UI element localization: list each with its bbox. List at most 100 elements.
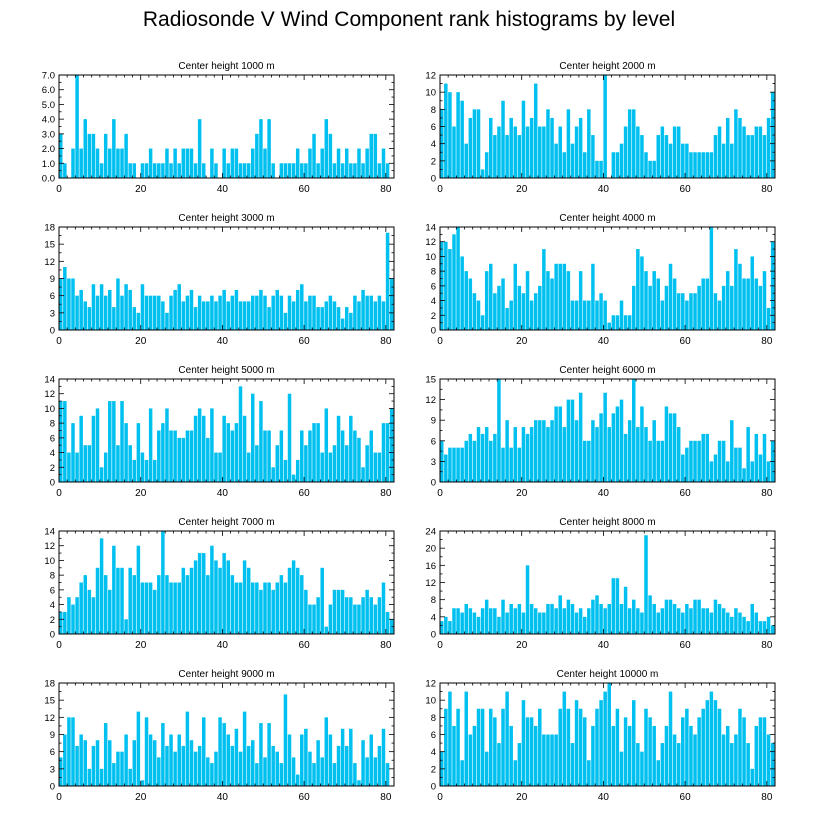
histogram-bar xyxy=(271,745,275,786)
histogram-bar xyxy=(660,440,665,482)
histogram-bar xyxy=(542,612,546,634)
histogram-bar xyxy=(689,608,693,634)
histogram-bar xyxy=(242,711,247,786)
histogram-bar xyxy=(365,295,369,330)
histogram-bar xyxy=(517,285,522,330)
y-tick-label: 2 xyxy=(431,311,436,322)
histogram-bar xyxy=(713,454,718,482)
histogram-bar xyxy=(157,575,161,634)
y-tick-label: 12 xyxy=(425,679,436,690)
histogram-bar xyxy=(210,763,214,786)
histogram-bar xyxy=(214,301,218,330)
histogram-bar xyxy=(124,423,128,482)
histogram-bar xyxy=(255,295,259,330)
histogram-bar xyxy=(554,263,558,330)
y-tick-label: 1.0 xyxy=(42,159,55,170)
histogram-bar xyxy=(201,415,206,482)
y-tick-label: 2 xyxy=(431,156,436,167)
histogram-bar xyxy=(725,117,730,178)
histogram-bar xyxy=(291,474,296,482)
histogram-bar xyxy=(615,315,620,330)
histogram-bar xyxy=(619,751,624,786)
histogram-bar xyxy=(578,271,583,330)
histogram-bar xyxy=(357,148,361,178)
panel-title: Center height 7000 m xyxy=(178,517,274,528)
histogram-bar xyxy=(738,117,742,178)
y-tick-label: 9 xyxy=(431,416,436,427)
histogram-bar xyxy=(668,691,673,786)
histogram-bar xyxy=(300,163,304,178)
y-tick-label: 12 xyxy=(44,713,55,724)
histogram-bar xyxy=(660,743,665,786)
histogram-bar xyxy=(476,427,481,482)
histogram-bar xyxy=(525,271,530,330)
histogram-bar xyxy=(636,126,640,178)
histogram-bar xyxy=(652,725,656,786)
histogram-bar xyxy=(328,295,333,330)
histogram-bar xyxy=(762,621,767,635)
histogram-bar xyxy=(369,295,373,330)
histogram-bar xyxy=(644,152,648,178)
x-tick-label: 60 xyxy=(680,488,692,499)
histogram-bar xyxy=(161,723,165,786)
histogram-bar xyxy=(152,163,157,178)
histogram-bar xyxy=(108,148,112,178)
histogram-bar xyxy=(578,392,583,482)
histogram-bar xyxy=(705,152,710,178)
histogram-bar xyxy=(762,271,767,330)
x-tick-label: 40 xyxy=(598,184,610,195)
x-tick-label: 20 xyxy=(516,336,528,347)
x-tick-label: 20 xyxy=(135,792,147,803)
x-tick-label: 0 xyxy=(56,640,62,651)
histogram-bar xyxy=(725,271,730,330)
histogram-bar xyxy=(251,295,255,330)
histogram-bar xyxy=(361,289,365,330)
histogram-bar xyxy=(489,708,493,786)
histogram-bar xyxy=(218,295,222,330)
histogram-bar xyxy=(222,723,226,786)
histogram-bar xyxy=(222,415,226,482)
histogram-bar xyxy=(603,608,607,634)
histogram-bar xyxy=(320,307,324,330)
histogram-bar xyxy=(509,603,513,634)
histogram-bar xyxy=(533,725,538,786)
histogram-bar xyxy=(615,152,620,178)
histogram-bar xyxy=(177,734,181,786)
histogram-bar xyxy=(542,249,546,330)
histogram-bar xyxy=(132,307,137,330)
histogram-bar xyxy=(742,616,746,634)
histogram-bar xyxy=(725,725,730,786)
histogram-bar xyxy=(124,133,128,178)
histogram-bar xyxy=(509,725,513,786)
histogram-bar xyxy=(595,595,599,635)
histogram-bar xyxy=(693,734,697,786)
histogram-bar xyxy=(312,295,316,330)
panel-title: Center height 2000 m xyxy=(559,61,655,72)
histogram-bar xyxy=(226,301,230,330)
histogram-bar xyxy=(668,599,673,634)
histogram-bar xyxy=(124,284,128,330)
x-tick-label: 80 xyxy=(761,488,773,499)
histogram-bar xyxy=(501,708,505,786)
histogram-bar xyxy=(381,423,386,482)
histogram-bar xyxy=(521,427,526,482)
histogram-bar xyxy=(336,745,341,786)
y-tick-label: 9 xyxy=(50,730,55,741)
histogram-bar xyxy=(762,135,767,178)
histogram-bar xyxy=(87,307,92,330)
histogram-bar xyxy=(644,427,648,482)
histogram-bar xyxy=(766,461,771,482)
histogram-bar xyxy=(103,452,108,482)
histogram-bar xyxy=(566,399,571,482)
histogram-bar xyxy=(148,148,153,178)
histogram-bar xyxy=(320,757,324,786)
histogram-bar xyxy=(328,604,333,634)
histogram-bar xyxy=(287,393,292,482)
histogram-bar xyxy=(750,256,754,330)
histogram-bar xyxy=(636,743,640,786)
histogram-bar xyxy=(242,163,247,178)
histogram-bar xyxy=(558,406,562,482)
panel-title: Center height 5000 m xyxy=(178,365,274,376)
histogram-bar xyxy=(189,430,194,482)
histogram-bar xyxy=(332,445,337,482)
